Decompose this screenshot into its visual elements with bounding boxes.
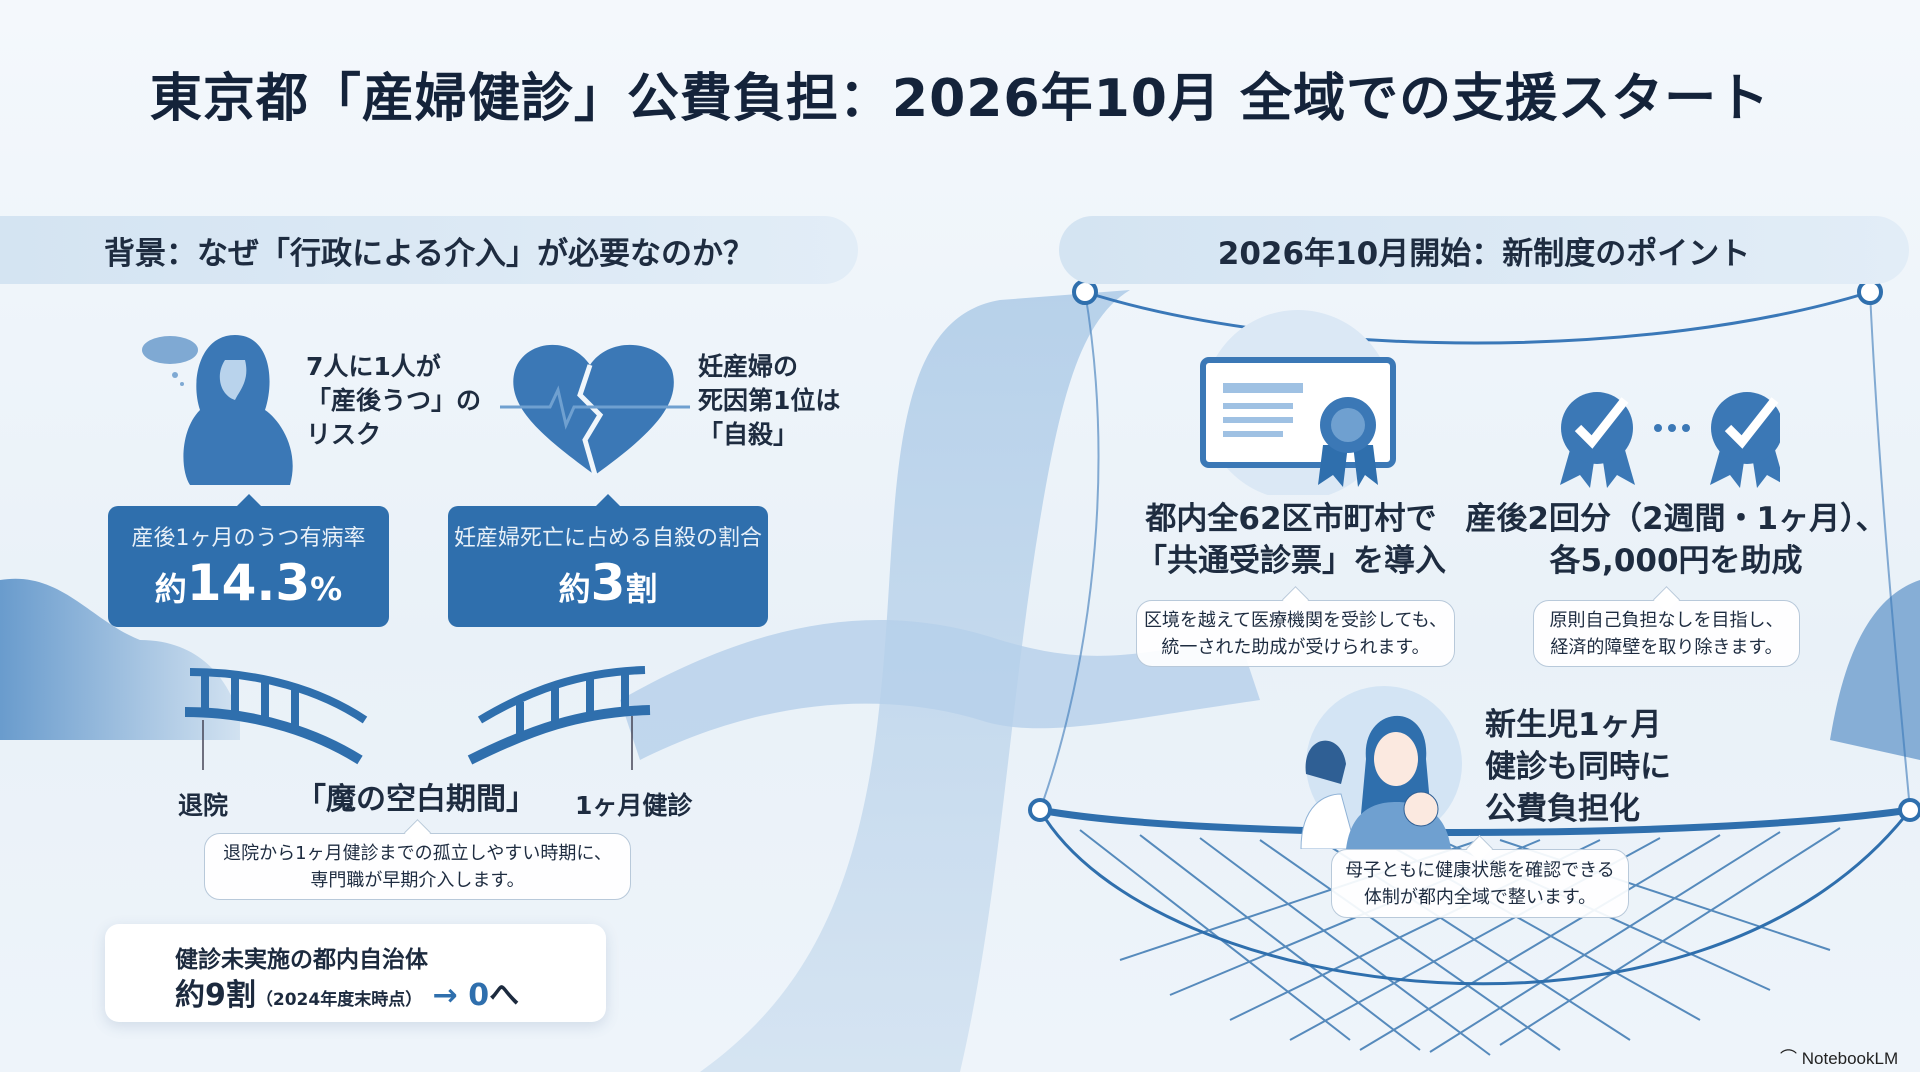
title-line: 各5,000円を助成: [1549, 543, 1803, 579]
point-newborn-note: 母子ともに健康状態を確認できる 体制が都内全域で整います。: [1331, 849, 1629, 918]
label-line: 妊産婦の: [698, 352, 799, 381]
stat-caption: 妊産婦死亡に占める自殺の割合: [453, 526, 762, 551]
notebooklm-logo-icon: ⌒: [1780, 1049, 1802, 1068]
point-newborn-title: 新生児1ヶ月 健診も同時に 公費負担化: [1485, 704, 1671, 830]
broken-bridge-right: [467, 666, 651, 765]
note-line: 母子ともに健康状態を確認できる: [1345, 859, 1615, 881]
card-note: （2024年度末時点）: [255, 990, 423, 1010]
point-common-ticket-note: 区境を越えて医療機関を受診しても、 統一された助成が受けられます。: [1136, 600, 1455, 667]
stat-caption: 産後1ヶ月のうつ有病率: [131, 526, 366, 551]
background-section-header: 背景：なぜ「行政による介入」が必要なのか？: [0, 216, 858, 284]
label-line: リスク: [306, 420, 382, 449]
note-line: 原則自己負担なしを目指し、: [1549, 609, 1784, 631]
stat-prefix: 約: [154, 570, 187, 608]
note-line: 専門職が早期介入します。: [310, 869, 525, 891]
note-line: 経済的障壁を取り除きます。: [1550, 636, 1783, 658]
check-badge-icon: [1560, 392, 1780, 488]
note-line: 体制が都内全域で整います。: [1363, 886, 1597, 908]
depression-risk-label: 7人に1人が 「産後うつ」の リスク: [306, 350, 481, 452]
point-common-ticket-title: 都内全62区市町村で 「共通受診票」を導入: [1106, 498, 1476, 582]
note-line: 退院から1ヶ月健診までの孤立しやすい時期に、: [223, 842, 612, 864]
note-line: 統一された助成が受けられます。: [1161, 636, 1430, 658]
point-subsidy-note: 原則自己負担なしを目指し、 経済的障壁を取り除きます。: [1533, 600, 1800, 667]
broken-bridge-left: [184, 668, 368, 765]
ribbon-arch: [620, 620, 1260, 760]
label-line: 死因第1位は: [698, 386, 841, 415]
card-value: 約9割: [175, 978, 256, 1013]
label-line: 7人に1人が: [306, 352, 441, 381]
one-month-checkup-label: 1ヶ月健診: [575, 791, 693, 820]
page-title: 東京都「産婦健診」公費負担：2026年10月 全域での支援スタート: [149, 69, 1771, 129]
title-line: 健診も同時に: [1485, 749, 1671, 785]
gap-period-label: 「魔の空白期間」: [296, 782, 536, 817]
pregnant-woman-icon: [142, 335, 293, 485]
title-line: 産後2回分（2週間・1ヶ月）、: [1465, 501, 1887, 537]
stat-unit: %: [310, 570, 343, 608]
certificate-icon: [1200, 310, 1396, 495]
gap-note-bubble: 退院から1ヶ月健診までの孤立しやすい時期に、 専門職が早期介入します。: [204, 833, 631, 900]
discharge-label: 退院: [178, 791, 229, 820]
note-line: 区境を越えて医療機関を受診しても、: [1143, 609, 1448, 631]
suicide-ratio-stat: 妊産婦死亡に占める自殺の割合 約3割: [448, 494, 768, 627]
depression-rate-stat: 産後1ヶ月のうつ有病率 約14.3%: [108, 494, 389, 627]
label-line: 「産後うつ」の: [306, 386, 482, 415]
card-target: 0: [468, 978, 490, 1013]
title-line: 公費負担化: [1485, 791, 1640, 827]
title-line: 「共通受診票」を導入: [1136, 543, 1446, 579]
notebooklm-watermark: ⌒ NotebookLM: [1780, 1044, 1898, 1069]
point-subsidy-title: 産後2回分（2週間・1ヶ月）、 各5,000円を助成: [1465, 498, 1886, 582]
stat-prefix: 約: [558, 570, 591, 608]
arrow-icon: →: [432, 978, 458, 1013]
title-line: 新生児1ヶ月: [1485, 707, 1662, 743]
mother-baby-doctor-icon: [1300, 686, 1462, 849]
cloud-left: [0, 578, 240, 740]
label-line: 「自殺」: [698, 420, 799, 449]
suicide-cause-label: 妊産婦の 死因第1位は 「自殺」: [698, 350, 840, 452]
new-system-section-header: 2026年10月開始：新制度のポイント: [1059, 216, 1909, 284]
broken-heart-icon: [500, 344, 690, 476]
municipalities-card: 健診未実施の都内自治体 約9割（2024年度末時点） → 0へ: [105, 924, 606, 1022]
watermark-text: NotebookLM: [1801, 1049, 1899, 1068]
safety-net-top: [1039, 290, 1911, 811]
stat-value: 14.3: [186, 554, 311, 612]
title-line: 都内全62区市町村で: [1145, 501, 1437, 537]
card-label: 健診未実施の都内自治体: [175, 947, 428, 973]
stat-value: 3: [590, 554, 626, 612]
cloud-right: [1830, 580, 1920, 760]
card-target-suffix: へ: [489, 978, 520, 1013]
stat-unit: 割: [625, 570, 658, 608]
